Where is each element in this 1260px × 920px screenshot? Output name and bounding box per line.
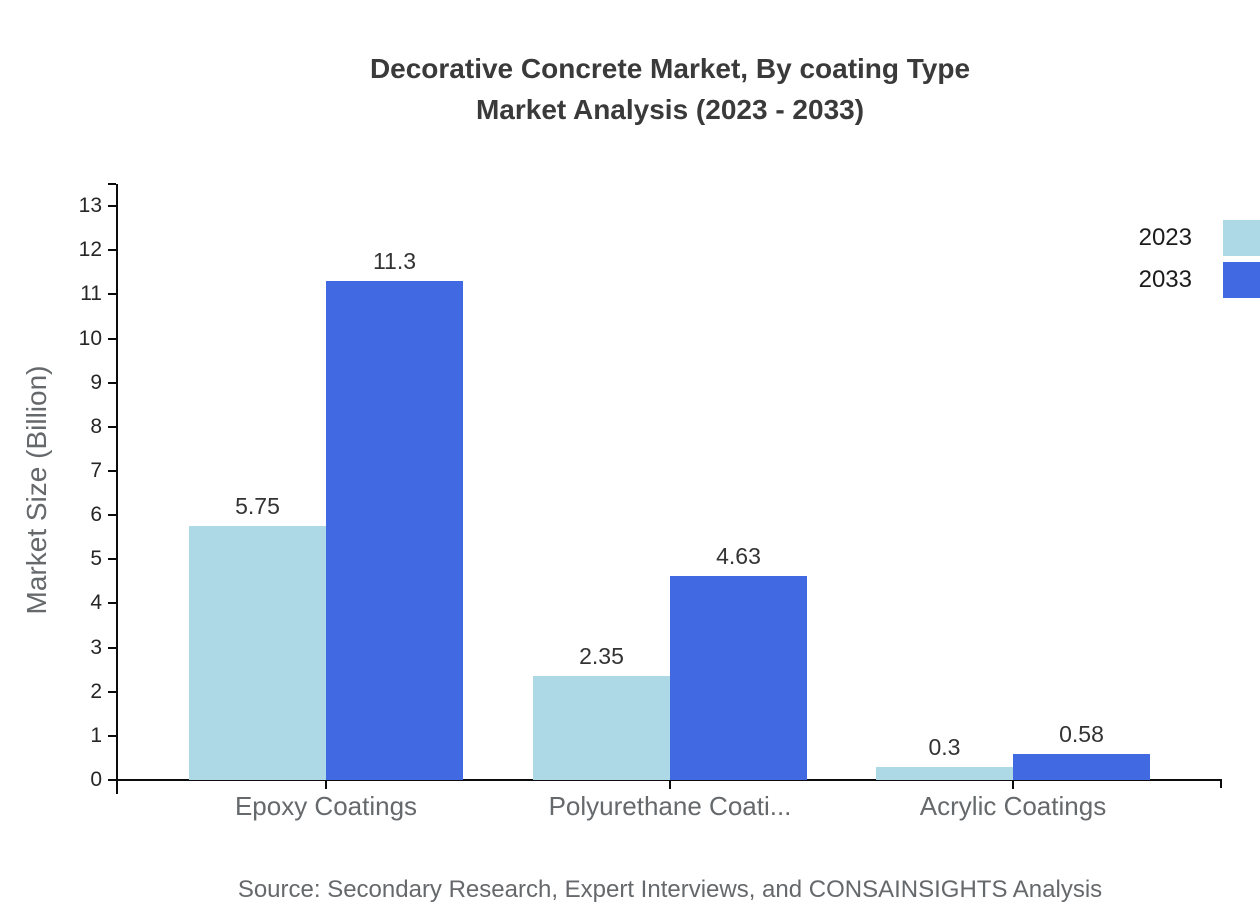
y-tick-label: 11 xyxy=(80,282,102,306)
y-tick xyxy=(108,690,116,693)
y-tick-label: 8 xyxy=(90,414,102,438)
bar-2033-polyurethane-coati xyxy=(670,575,807,780)
chart-title: Decorative Concrete Market, By coating T… xyxy=(80,48,1260,130)
y-tick-label: 5 xyxy=(90,547,102,571)
y-tick xyxy=(108,602,116,605)
bar-2033-acrylic-coatings xyxy=(1013,754,1150,780)
y-tick xyxy=(108,558,116,561)
y-tick xyxy=(108,249,116,252)
legend-item-2023: 2023 xyxy=(1139,220,1260,256)
y-tick xyxy=(108,293,116,296)
value-label-2033-polyurethane-coati: 4.63 xyxy=(716,542,761,569)
y-tick xyxy=(108,734,116,737)
bar-2023-acrylic-coatings xyxy=(876,766,1013,780)
x-axis-end-tick xyxy=(1220,780,1222,788)
y-tick xyxy=(108,469,116,472)
y-axis-line xyxy=(116,183,118,794)
y-tick-label: 6 xyxy=(90,503,102,527)
x-axis-line xyxy=(118,779,1222,781)
x-tick xyxy=(325,781,327,789)
x-axis-label-polyurethane-coati: Polyurethane Coati... xyxy=(548,791,792,821)
y-tick-label: 10 xyxy=(78,326,102,350)
legend-swatch-2023 xyxy=(1223,220,1260,256)
y-tick xyxy=(108,205,116,208)
y-tick-label: 2 xyxy=(90,679,102,703)
x-axis-label-acrylic-coatings: Acrylic Coatings xyxy=(919,791,1107,821)
legend-label-2033: 2033 xyxy=(1138,266,1192,293)
value-label-2023-epoxy-coatings: 5.75 xyxy=(235,493,280,520)
y-tick-label: 1 xyxy=(90,723,102,747)
y-tick xyxy=(108,337,116,340)
y-tick-label: 3 xyxy=(90,635,102,659)
value-label-2033-acrylic-coatings: 0.58 xyxy=(1059,721,1104,748)
bar-2033-epoxy-coatings xyxy=(326,281,463,780)
bar-2023-polyurethane-coati xyxy=(533,676,670,780)
value-label-2023-polyurethane-coati: 2.35 xyxy=(579,643,624,670)
y-axis-end-tick xyxy=(108,182,116,185)
y-tick xyxy=(108,381,116,384)
value-label-2033-epoxy-coatings: 11.3 xyxy=(372,248,417,275)
chart-title-line-2: Market Analysis (2023 - 2033) xyxy=(475,94,865,125)
y-tick xyxy=(108,646,116,649)
y-tick xyxy=(108,514,116,517)
y-tick-label: 9 xyxy=(90,370,102,394)
legend-label-2023: 2023 xyxy=(1138,224,1192,251)
x-axis-label-epoxy-coatings: Epoxy Coatings xyxy=(234,791,418,821)
legend: 2023 2033 xyxy=(1139,220,1260,304)
bar-2023-epoxy-coatings xyxy=(189,526,326,780)
x-tick xyxy=(669,781,671,789)
legend-swatch-2033 xyxy=(1223,262,1260,298)
y-tick xyxy=(108,425,116,428)
x-tick xyxy=(1012,781,1014,789)
y-tick-label: 4 xyxy=(90,591,102,615)
y-tick-label: 12 xyxy=(78,238,102,262)
source-note: Source: Secondary Research, Expert Inter… xyxy=(237,876,1103,903)
y-tick xyxy=(108,779,116,781)
value-label-2023-acrylic-coatings: 0.3 xyxy=(928,733,961,760)
y-tick-label: 0 xyxy=(90,768,102,791)
chart-title-line-1: Decorative Concrete Market, By coating T… xyxy=(369,53,971,84)
y-tick-label: 13 xyxy=(78,194,102,218)
legend-item-2033: 2033 xyxy=(1139,262,1260,298)
y-tick-label: 7 xyxy=(90,458,102,482)
